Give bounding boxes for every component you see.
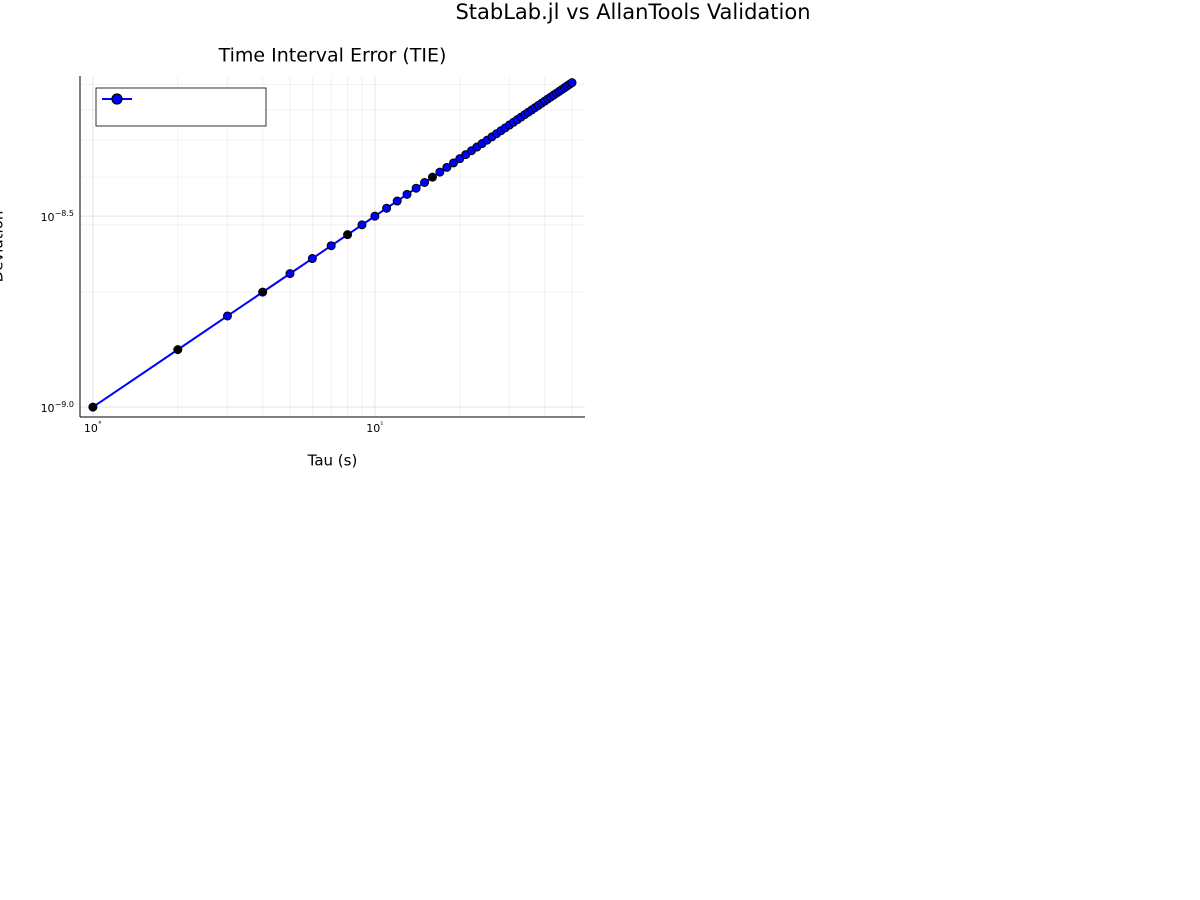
marker-circle — [222, 311, 232, 321]
legend-marker — [111, 93, 123, 105]
marker-circle — [435, 167, 445, 177]
marker-circle — [382, 203, 392, 213]
y-tick-label: 10−9.0 — [41, 400, 74, 416]
legend-box — [95, 87, 267, 127]
marker-circle — [567, 78, 577, 88]
marker-diamond — [427, 172, 437, 182]
marker-circle — [370, 211, 380, 221]
marker-circle — [411, 183, 421, 193]
y-axis-label: Deviation — [0, 211, 7, 283]
marker-circle — [449, 158, 459, 168]
subplot-title: Time Interval Error (TIE) — [218, 45, 447, 67]
marker-circle — [392, 196, 402, 206]
marker-diamond — [88, 402, 98, 412]
x-tick-label: 10° — [84, 420, 102, 436]
y-tick-label: 10−8.5 — [41, 209, 74, 225]
x-tick-label: 10¹ — [366, 420, 383, 436]
marker-circle — [326, 241, 336, 251]
marker-circle — [357, 220, 367, 230]
marker-diamond — [343, 230, 353, 240]
marker-diamond — [258, 287, 268, 297]
x-axis-label: Tau (s) — [307, 452, 358, 470]
marker-circle — [420, 177, 430, 187]
marker-circle — [442, 162, 452, 172]
marker-diamond — [173, 345, 183, 355]
figure-title: StabLab.jl vs AllanTools Validation — [455, 0, 810, 24]
marker-circle — [285, 269, 295, 279]
marker-circle — [402, 189, 412, 199]
marker-circle — [307, 254, 317, 264]
